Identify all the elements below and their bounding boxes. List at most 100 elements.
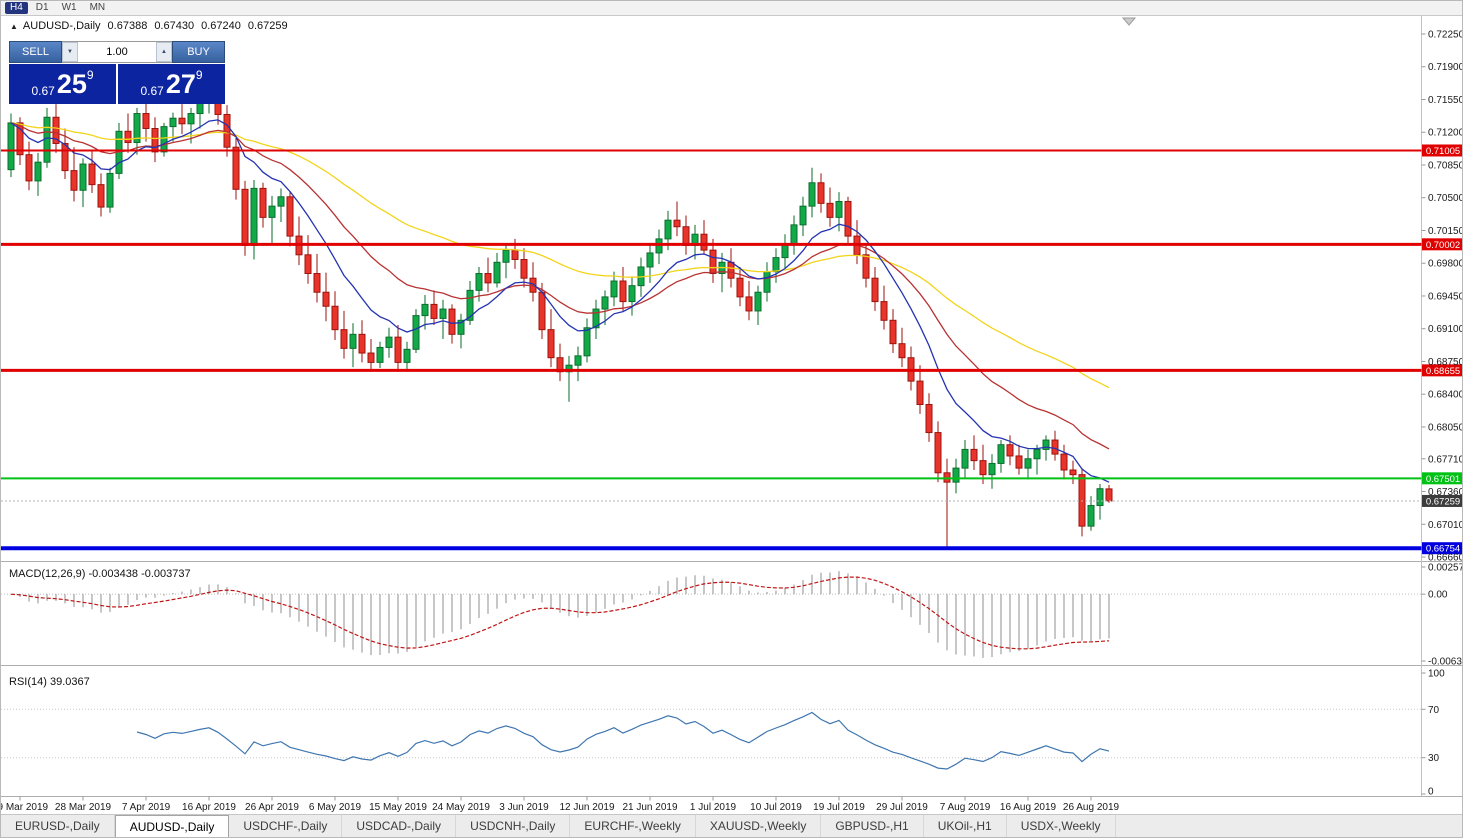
- symbol-tab-usdchf-daily[interactable]: USDCHF-,Daily: [229, 815, 343, 837]
- symbol-tab-usdcnh-daily[interactable]: USDCNH-,Daily: [456, 815, 571, 837]
- symbol-tab-audusd-daily[interactable]: AUDUSD-,Daily: [114, 815, 230, 837]
- date-axis-label: 7 Aug 2019: [940, 802, 991, 813]
- sell-price-prefix: 0.67: [31, 84, 55, 98]
- date-axis-label: 29 Jul 2019: [876, 802, 928, 813]
- chart-symbol-label: AUDUSD-,Daily: [22, 20, 101, 32]
- rsi-panel: 100 70 30 0 RSI(14) 39.0367: [1, 669, 1445, 798]
- price-axis-label: 0.70500: [1428, 193, 1463, 204]
- price-axis-label: 0.67360: [1428, 487, 1463, 498]
- price-axis-label: 0.67010: [1428, 520, 1463, 531]
- macd-axis-label: 0.00: [1428, 590, 1448, 601]
- ohlc-close-value: 0.67259: [247, 20, 288, 32]
- volume-input[interactable]: [78, 42, 156, 62]
- date-axis-label: 19 Jul 2019: [813, 802, 865, 813]
- horizontal-level-lines[interactable]: 0.71005 0.70002 0.68655 0.67501 0.66754: [1, 144, 1463, 555]
- symbol-tab-gbpusd-h1[interactable]: GBPUSD-,H1: [821, 815, 924, 837]
- collapse-trade-panel-icon[interactable]: ▲: [10, 21, 18, 31]
- symbol-tab-xauusd-weekly[interactable]: XAUUSD-,Weekly: [696, 815, 822, 837]
- chart-canvas[interactable]: 0.710050.700020.686550.675010.667540.672…: [1, 1, 1463, 817]
- symbol-tab-ukoil-h1[interactable]: UKOil-,H1: [924, 815, 1007, 837]
- date-axis-label: 10 Jul 2019: [750, 802, 802, 813]
- timeframe-toolbar: H4 D1 W1 MN: [1, 1, 1462, 16]
- period-button-d1[interactable]: D1: [35, 2, 49, 13]
- panel-separators: [1, 15, 1462, 797]
- date-axis-label: 24 May 2019: [432, 802, 490, 813]
- date-axis-label: 7 Apr 2019: [122, 802, 171, 813]
- period-button-w1[interactable]: W1: [61, 2, 77, 13]
- one-click-trading-panel: SELL ▼ ▲ BUY 0.67 25 9 0.67 27 9: [9, 41, 225, 104]
- price-axis: 0.72250 0.71900 0.71550 0.71200 0.70850 0.705…: [1421, 30, 1463, 564]
- macd-indicator-label: MACD(12,26,9) -0.003438 -0.003737: [9, 568, 191, 580]
- macd-panel: 0.002574 0.00 -0.006326 MACD(12,26,9) -0.00…: [1, 563, 1463, 668]
- svg-text:0.67501: 0.67501: [1426, 474, 1460, 485]
- ohlc-open-value: 0.67388: [107, 20, 148, 32]
- ma-fast-line: [10, 119, 1110, 483]
- date-axis-label: 15 May 2019: [369, 802, 427, 813]
- date-axis-label: 26 Aug 2019: [1063, 802, 1120, 813]
- date-axis-label: 16 Aug 2019: [1000, 802, 1057, 813]
- symbol-tab-eurusd-daily[interactable]: EURUSD-,Daily: [1, 815, 115, 837]
- candles: [7, 89, 1113, 547]
- price-axis-label: 0.72250: [1428, 30, 1463, 41]
- symbol-tab-bar: EURUSD-,Daily AUDUSD-,Daily USDCHF-,Daily U…: [1, 814, 1462, 837]
- buy-button[interactable]: BUY: [172, 41, 225, 63]
- rsi-axis-label: 100: [1428, 669, 1445, 680]
- date-axis-label: 26 Apr 2019: [245, 802, 299, 813]
- date-axis-label: 3 Jun 2019: [499, 802, 549, 813]
- rsi-axis-label: 70: [1428, 705, 1440, 716]
- symbol-tab-eurchf-weekly[interactable]: EURCHF-,Weekly: [570, 815, 696, 837]
- sell-price-pip-digit: 9: [86, 68, 94, 82]
- price-axis-label: 0.69800: [1428, 259, 1463, 270]
- date-axis-label: 12 Jun 2019: [559, 802, 614, 813]
- symbol-tab-usdcad-daily[interactable]: USDCAD-,Daily: [342, 815, 457, 837]
- price-axis-label: 0.71900: [1428, 62, 1463, 73]
- price-axis-label: 0.71550: [1428, 95, 1463, 106]
- macd-axis-label: -0.006326: [1428, 657, 1463, 668]
- ohlc-high-value: 0.67430: [154, 20, 195, 32]
- sell-price-big-digits: 25: [56, 69, 87, 99]
- sell-price-display[interactable]: 0.67 25 9: [9, 64, 116, 104]
- date-axis-label: 16 Apr 2019: [182, 802, 236, 813]
- period-button-h4[interactable]: H4: [5, 2, 28, 14]
- price-axis-label: 0.69100: [1428, 324, 1463, 335]
- date-axis-label: 19 Mar 2019: [1, 802, 49, 813]
- ohlc-low-value: 0.67240: [201, 20, 241, 32]
- volume-increase-button[interactable]: ▲: [156, 42, 172, 62]
- buy-price-big-digits: 27: [165, 69, 196, 99]
- price-axis-label: 0.70150: [1428, 226, 1463, 237]
- svg-text:0.66754: 0.66754: [1426, 544, 1460, 555]
- price-axis-label: 0.68750: [1428, 357, 1463, 368]
- svg-text:0.67259: 0.67259: [1426, 496, 1460, 507]
- chart-header: ▲ AUDUSD-,Daily 0.67388 0.67430 0.67240 …: [10, 20, 288, 32]
- buy-price-display[interactable]: 0.67 27 9: [118, 64, 225, 104]
- period-button-mn[interactable]: MN: [89, 2, 106, 13]
- sell-button[interactable]: SELL: [9, 41, 62, 63]
- price-axis-label: 0.68050: [1428, 422, 1463, 433]
- rsi-axis-label: 30: [1428, 753, 1440, 764]
- buy-price-prefix: 0.67: [140, 84, 164, 98]
- current-price-marker: 0.67259: [1, 494, 1462, 507]
- price-axis-label: 0.66660: [1428, 553, 1463, 564]
- date-axis-label: 28 Mar 2019: [55, 802, 112, 813]
- price-axis-label: 0.68400: [1428, 390, 1463, 401]
- macd-axis-label: 0.002574: [1428, 563, 1463, 574]
- rsi-indicator-label: RSI(14) 39.0367: [9, 676, 90, 688]
- price-axis-label: 0.67710: [1428, 454, 1463, 465]
- symbol-tab-usdx-weekly[interactable]: USDX-,Weekly: [1007, 815, 1116, 837]
- ma-slow-line: [10, 122, 1110, 389]
- volume-decrease-button[interactable]: ▼: [62, 42, 78, 62]
- price-axis-label: 0.71200: [1428, 128, 1463, 139]
- chart-shift-marker-icon: [1121, 17, 1137, 26]
- date-axis-label: 21 Jun 2019: [622, 802, 677, 813]
- volume-control: ▼ ▲: [62, 41, 172, 63]
- date-axis-label: 6 May 2019: [309, 802, 362, 813]
- buy-price-pip-digit: 9: [195, 68, 203, 82]
- macd-signal-line: [10, 576, 1110, 650]
- date-axis: 19 Mar 2019 28 Mar 2019 7 Apr 2019 16 Apr 2…: [1, 796, 1120, 813]
- moving-averages: [10, 119, 1110, 483]
- date-axis-label: 1 Jul 2019: [690, 802, 737, 813]
- price-axis-label: 0.69450: [1428, 291, 1463, 302]
- price-axis-label: 0.70850: [1428, 160, 1463, 171]
- svg-text:0.68655: 0.68655: [1426, 366, 1460, 377]
